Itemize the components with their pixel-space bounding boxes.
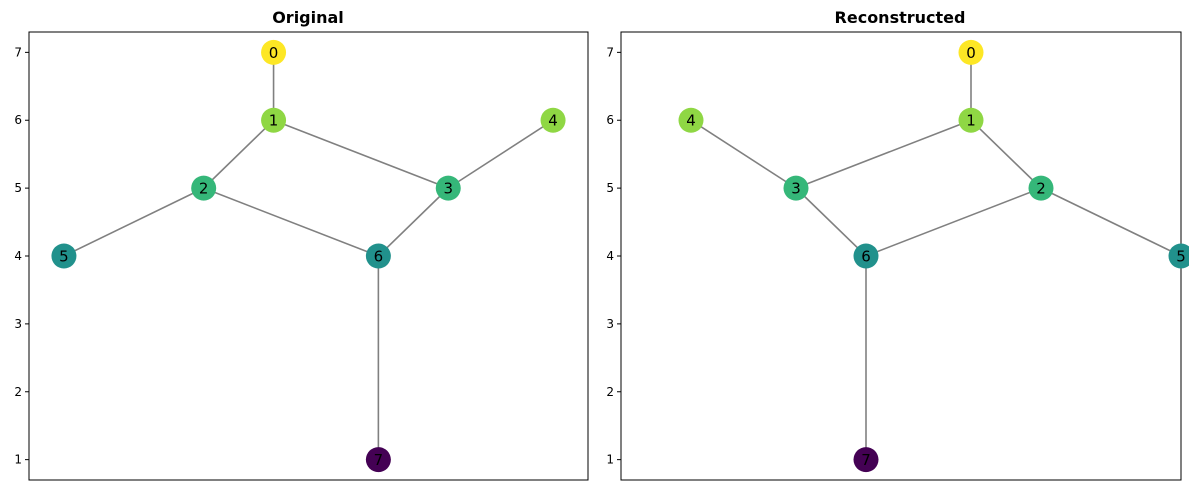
graph-node-3 bbox=[783, 175, 809, 201]
graph-node-7 bbox=[365, 447, 391, 473]
node-label-6: 6 bbox=[374, 248, 384, 266]
node-label-5: 5 bbox=[59, 248, 69, 266]
node-label-1: 1 bbox=[966, 112, 976, 130]
graph-edge-1-2 bbox=[970, 119, 1042, 189]
node-label-4: 4 bbox=[686, 112, 696, 130]
graph-node-1 bbox=[261, 107, 287, 133]
node-label-1: 1 bbox=[269, 112, 279, 130]
y-tick-label: 4 bbox=[14, 249, 22, 263]
graph-edge-2-6 bbox=[865, 187, 1042, 257]
y-tick-label: 2 bbox=[606, 385, 614, 399]
node-label-6: 6 bbox=[861, 248, 871, 266]
plot-frame bbox=[28, 31, 589, 481]
y-tick-label: 4 bbox=[606, 249, 614, 263]
y-tick-label: 7 bbox=[14, 45, 22, 59]
node-label-4: 4 bbox=[548, 112, 558, 130]
graph-node-3 bbox=[435, 175, 461, 201]
node-label-2: 2 bbox=[199, 180, 209, 198]
graph-node-2 bbox=[191, 175, 217, 201]
panel-title-reconstructed: Reconstructed bbox=[835, 8, 966, 27]
graph-edge-2-5 bbox=[1040, 187, 1182, 257]
node-label-0: 0 bbox=[269, 44, 279, 62]
y-tick-label: 3 bbox=[606, 317, 614, 331]
node-label-0: 0 bbox=[966, 44, 976, 62]
y-tick-label: 5 bbox=[14, 181, 22, 195]
graph-node-2 bbox=[1028, 175, 1054, 201]
panel-original: Original 1 2 3 4 5 6 7 0 1 2 3 4 5 6 7 bbox=[14, 8, 589, 481]
graph-node-4 bbox=[540, 107, 566, 133]
y-tick-label: 5 bbox=[606, 181, 614, 195]
graph-node-4 bbox=[678, 107, 704, 133]
y-tick-label: 7 bbox=[606, 45, 614, 59]
y-tick-label: 3 bbox=[14, 317, 22, 331]
node-label-7: 7 bbox=[861, 451, 871, 469]
graph-edge-3-6 bbox=[795, 187, 867, 257]
graph-edge-2-5 bbox=[63, 187, 205, 257]
graph-node-0 bbox=[958, 39, 984, 65]
graph-node-1 bbox=[958, 107, 984, 133]
node-label-2: 2 bbox=[1036, 180, 1046, 198]
graph-edge-2-6 bbox=[203, 187, 379, 257]
y-tick-label: 2 bbox=[14, 385, 22, 399]
graph-edge-3-4 bbox=[690, 119, 797, 189]
y-tick-label: 6 bbox=[606, 113, 614, 127]
y-tick-label: 6 bbox=[14, 113, 22, 127]
graph-node-6 bbox=[365, 243, 391, 269]
panel-title-original: Original bbox=[272, 8, 344, 27]
y-tick-label: 1 bbox=[606, 453, 614, 467]
graph-edge-3-6 bbox=[377, 187, 449, 257]
node-label-3: 3 bbox=[443, 180, 453, 198]
y-tick-label: 1 bbox=[14, 453, 22, 467]
graph-edge-1-2 bbox=[203, 119, 275, 189]
graph-node-5 bbox=[1168, 243, 1189, 269]
graph-edge-1-3 bbox=[795, 119, 972, 189]
graph-edge-1-3 bbox=[273, 119, 449, 189]
plot-frame bbox=[620, 31, 1182, 481]
graph-node-7 bbox=[853, 447, 879, 473]
node-label-3: 3 bbox=[791, 180, 801, 198]
panel-reconstructed: Reconstructed 1 2 3 4 5 6 7 0 1 2 3 4 5 6 7 bbox=[606, 8, 1189, 481]
node-label-7: 7 bbox=[374, 451, 384, 469]
graph-node-6 bbox=[853, 243, 879, 269]
graph-node-0 bbox=[261, 39, 287, 65]
node-label-5: 5 bbox=[1176, 248, 1186, 266]
graph-node-5 bbox=[51, 243, 77, 269]
graph-edge-3-4 bbox=[447, 119, 554, 189]
